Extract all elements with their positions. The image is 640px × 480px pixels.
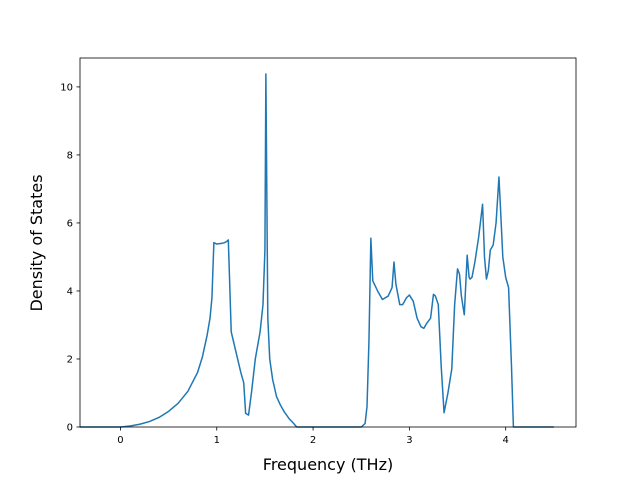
plot-area bbox=[79, 57, 577, 428]
dos-series-line-0 bbox=[80, 73, 554, 428]
axes-frame bbox=[79, 57, 577, 428]
y-tick-label: 10 bbox=[60, 82, 73, 93]
y-axis-label: Density of States bbox=[27, 174, 46, 311]
x-axis: 0 1 2 3 4 bbox=[117, 427, 509, 446]
y-axis: 0 2 4 6 8 10 bbox=[60, 82, 80, 434]
x-tick-label: 1 bbox=[214, 435, 220, 446]
y-tick-label: 8 bbox=[67, 150, 73, 161]
x-tick-label: 4 bbox=[503, 435, 509, 446]
y-tick-label: 2 bbox=[67, 354, 73, 365]
x-tick-label: 0 bbox=[117, 435, 123, 446]
x-tick-label: 3 bbox=[406, 435, 412, 446]
x-axis-label: Frequency (THz) bbox=[263, 455, 393, 474]
y-tick-label: 6 bbox=[67, 218, 73, 229]
y-tick-label: 4 bbox=[67, 286, 73, 297]
x-tick-label: 2 bbox=[310, 435, 316, 446]
y-tick-label: 0 bbox=[67, 423, 73, 434]
